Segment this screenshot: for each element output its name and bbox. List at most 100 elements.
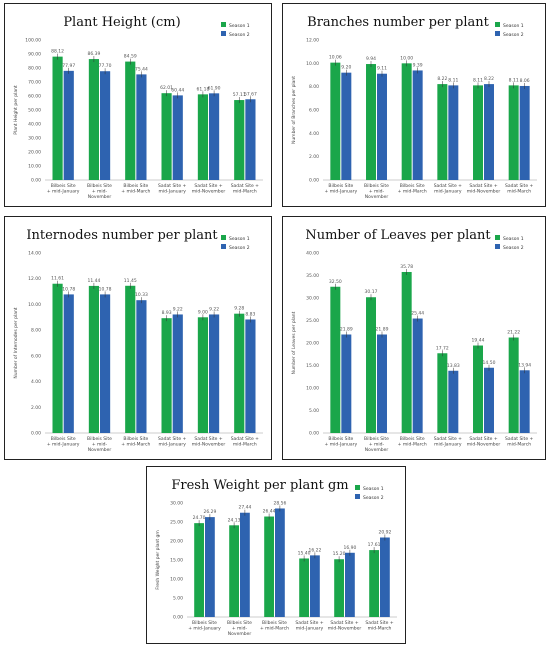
bar bbox=[334, 559, 344, 617]
bar bbox=[310, 555, 320, 617]
x-tick-label: Sadat Site + bbox=[434, 436, 462, 442]
y-tick-label: 6.00 bbox=[309, 108, 319, 114]
x-tick-label: + mid-January bbox=[188, 626, 221, 632]
data-label: 11.44 bbox=[87, 278, 100, 284]
y-tick-label: 10.00 bbox=[170, 577, 183, 583]
bar bbox=[345, 552, 355, 617]
bar bbox=[100, 294, 111, 433]
legend-label: Season 2 bbox=[503, 245, 524, 251]
bar bbox=[519, 85, 530, 180]
x-tick-label: + mid-March bbox=[121, 189, 150, 195]
x-tick-label: Bilbeis Site bbox=[328, 436, 353, 442]
legend-label: Season 1 bbox=[229, 236, 250, 242]
bar bbox=[161, 318, 172, 433]
bar bbox=[473, 345, 483, 433]
bar bbox=[330, 62, 341, 181]
x-tick-label: November bbox=[365, 447, 389, 453]
data-label: 15.20 bbox=[333, 551, 346, 557]
bar bbox=[229, 525, 239, 617]
x-tick-label: Bilbeis Site bbox=[400, 436, 425, 442]
data-label: 8.22 bbox=[484, 76, 494, 82]
chart-title: Branches number per plant bbox=[307, 15, 489, 30]
bar bbox=[172, 314, 183, 433]
bar bbox=[369, 550, 379, 617]
chart-panel-internodes: Internodes number per plant Season 1 Seaso… bbox=[4, 216, 272, 460]
chart-panel-leaves: Number of Leaves per plant Season 1 Season… bbox=[282, 216, 546, 460]
bar bbox=[519, 370, 530, 433]
data-label: 32.50 bbox=[329, 279, 342, 285]
data-label: 88.12 bbox=[51, 49, 64, 55]
bar bbox=[100, 71, 111, 180]
chart-title: Plant Height (cm) bbox=[63, 15, 180, 30]
legend-label: Season 2 bbox=[229, 245, 250, 251]
data-label: 24.70 bbox=[193, 515, 206, 521]
x-tick-label: + mid- bbox=[369, 442, 385, 448]
bar bbox=[377, 334, 387, 433]
data-label: 57.67 bbox=[244, 91, 257, 97]
x-tick-label: mid-March bbox=[507, 189, 531, 195]
y-tick-label: 5.00 bbox=[309, 408, 319, 414]
bar bbox=[63, 294, 74, 433]
bar bbox=[473, 85, 483, 180]
bar bbox=[448, 85, 459, 180]
y-tick-label: 20.00 bbox=[28, 150, 41, 156]
bar bbox=[412, 70, 423, 180]
bar bbox=[63, 70, 74, 180]
chart-panel-plant-height: Plant Height (cm) Season 1 Season 2 Plant H… bbox=[4, 3, 272, 207]
bar bbox=[448, 370, 459, 433]
bar bbox=[437, 84, 448, 180]
data-label: 15.40 bbox=[298, 550, 311, 556]
legend-swatch bbox=[495, 235, 500, 240]
data-label: 9.28 bbox=[234, 306, 244, 312]
y-tick-label: 10.00 bbox=[28, 164, 41, 170]
data-label: 10.00 bbox=[400, 55, 413, 61]
x-tick-label: mid-January bbox=[158, 442, 186, 448]
bar bbox=[88, 59, 99, 180]
legend-label: Season 2 bbox=[229, 32, 250, 38]
x-tick-label: Bilbeis Site bbox=[51, 183, 76, 189]
x-tick-label: November bbox=[365, 194, 389, 200]
bar bbox=[330, 286, 341, 433]
data-label: 11.61 bbox=[51, 276, 64, 282]
data-label: 8.11 bbox=[509, 77, 519, 83]
x-tick-label: Bilbeis Site bbox=[87, 436, 112, 442]
data-label: 26.29 bbox=[203, 509, 216, 515]
y-axis-label: Number of Leaves per plant bbox=[291, 311, 297, 374]
data-label: 8.11 bbox=[473, 77, 483, 83]
y-tick-label: 30.00 bbox=[306, 296, 319, 302]
bar bbox=[377, 73, 387, 180]
data-label: 9.94 bbox=[366, 56, 376, 62]
legend-label: Season 1 bbox=[229, 23, 250, 29]
data-label: 25.44 bbox=[411, 311, 424, 317]
y-tick-label: 14.00 bbox=[28, 251, 41, 257]
y-axis-label: Plant Height per plant bbox=[13, 85, 19, 135]
bar bbox=[234, 313, 245, 433]
x-tick-label: Bilbeis Site bbox=[328, 183, 353, 189]
bar bbox=[234, 100, 245, 180]
bar bbox=[52, 283, 63, 433]
x-tick-label: mid-March bbox=[233, 189, 257, 195]
x-tick-label: Bilbeis Site bbox=[123, 183, 148, 189]
bar bbox=[366, 64, 376, 180]
legend-swatch bbox=[221, 235, 226, 240]
chart-title: Number of Leaves per plant bbox=[305, 228, 491, 243]
y-tick-label: 8.00 bbox=[309, 84, 319, 90]
x-tick-label: November bbox=[88, 447, 112, 453]
data-label: 57.11 bbox=[233, 92, 246, 98]
x-tick-label: mid-March bbox=[233, 442, 257, 448]
y-tick-label: 4.00 bbox=[31, 379, 41, 385]
data-label: 8.22 bbox=[437, 76, 447, 82]
bar bbox=[209, 93, 220, 180]
chart-svg: Plant Height (cm) Season 1 Season 2 Plant H… bbox=[13, 15, 263, 200]
x-tick-label: Sadat Site + bbox=[158, 183, 186, 189]
y-tick-label: 35.00 bbox=[306, 273, 319, 279]
legend-label: Season 1 bbox=[363, 486, 384, 492]
y-tick-label: 0.00 bbox=[173, 615, 183, 621]
y-tick-label: 25.00 bbox=[306, 318, 319, 324]
x-tick-label: Bilbeis Site bbox=[262, 620, 287, 626]
data-label: 21.89 bbox=[340, 326, 353, 332]
bar bbox=[437, 353, 448, 433]
x-tick-label: + mid-January bbox=[47, 189, 80, 195]
data-label: 10.33 bbox=[135, 292, 148, 298]
x-tick-label: Sadat Site + bbox=[505, 436, 533, 442]
